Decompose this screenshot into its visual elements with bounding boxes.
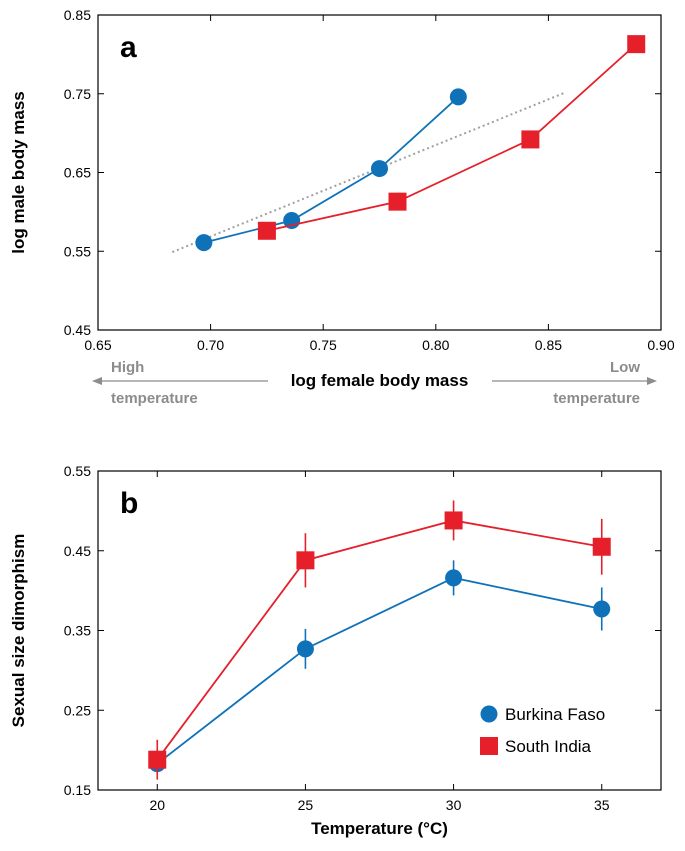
right-note-line-1: Low xyxy=(610,359,640,376)
panel-letter: a xyxy=(120,31,137,64)
x-tick-label: 20 xyxy=(149,797,165,813)
reference-line xyxy=(171,92,565,253)
x-axis-label: Temperature (°C) xyxy=(311,819,448,838)
data-point xyxy=(445,569,463,587)
x-tick-label: 0.65 xyxy=(84,337,111,353)
y-tick-label: 0.35 xyxy=(64,623,91,639)
panel-b: 20 25 30 35 0.15 0.25 0.35 0.45 0.55 b Temperature… xyxy=(9,463,662,838)
series-line xyxy=(156,576,602,765)
legend-marker xyxy=(480,737,498,755)
data-point xyxy=(444,511,463,530)
x-tick-label: 0.70 xyxy=(197,337,224,353)
x-tick-label: 0.75 xyxy=(310,337,337,353)
series-1 xyxy=(257,35,646,240)
y-tick-label: 0.45 xyxy=(64,322,91,338)
series-line xyxy=(156,519,602,761)
data-point xyxy=(627,35,646,54)
data-point xyxy=(195,234,213,252)
x-tick-label: 0.90 xyxy=(647,337,674,353)
right-arrow-head xyxy=(647,377,657,385)
x-tick-label: 0.80 xyxy=(422,337,449,353)
panel-a: 0.65 0.70 0.75 0.80 0.85 0.90 0.45 0.55 0.65 0.75… xyxy=(9,7,675,407)
right-note-line-2: temperature xyxy=(553,390,640,407)
left-arrow-head xyxy=(92,377,102,385)
y-tick-label: 0.75 xyxy=(64,86,91,102)
y-tick-label: 0.65 xyxy=(64,165,91,181)
series-line xyxy=(266,43,637,232)
data-point xyxy=(388,192,407,211)
data-point xyxy=(296,640,314,658)
x-tick-label: 0.85 xyxy=(535,337,562,353)
y-tick-label: 0.45 xyxy=(64,543,91,559)
x-axis-label: log female body mass xyxy=(291,371,469,390)
y-tick-label: 0.15 xyxy=(64,782,91,798)
y-tick-label: 0.25 xyxy=(64,702,91,718)
x-tick-label: 25 xyxy=(298,797,314,813)
data-point xyxy=(296,551,315,570)
data-point xyxy=(371,160,388,178)
left-note-line-1: High xyxy=(111,359,144,376)
data-point xyxy=(148,750,167,769)
y-tick-label: 0.85 xyxy=(64,7,91,23)
y-axis-label: Sexual size dimorphism xyxy=(9,534,28,728)
series-0 xyxy=(195,88,467,252)
series-1 xyxy=(148,500,611,780)
data-point xyxy=(449,88,467,106)
panel-letter: b xyxy=(120,487,138,520)
data-point xyxy=(257,221,276,240)
y-axis-label: log male body mass xyxy=(9,91,28,254)
y-tick-label: 0.55 xyxy=(64,463,91,479)
data-point xyxy=(592,537,611,556)
legend-label: Burkina Faso xyxy=(505,705,605,724)
x-tick-label: 35 xyxy=(594,797,610,813)
x-tick-label: 30 xyxy=(446,797,462,813)
left-note-line-2: temperature xyxy=(111,390,198,407)
legend-marker xyxy=(480,705,498,723)
data-point xyxy=(521,130,540,149)
data-point xyxy=(593,600,611,618)
y-tick-label: 0.55 xyxy=(64,243,91,259)
legend-label: South India xyxy=(505,737,592,756)
series-line xyxy=(203,96,459,244)
